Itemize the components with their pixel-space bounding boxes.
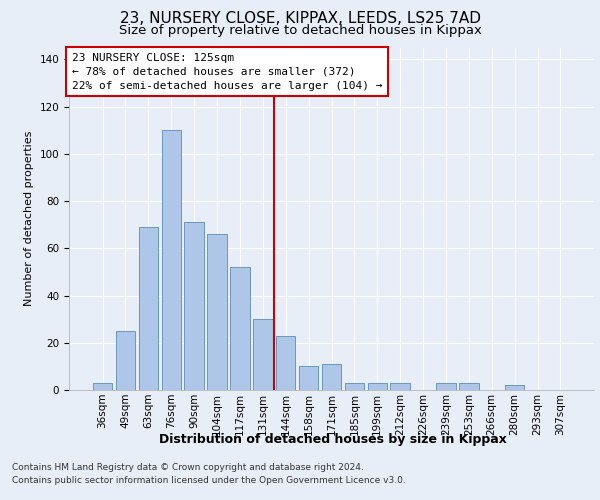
Bar <box>436 383 455 390</box>
Bar <box>139 227 158 390</box>
Bar <box>505 386 524 390</box>
Bar <box>208 234 227 390</box>
Text: Contains HM Land Registry data © Crown copyright and database right 2024.: Contains HM Land Registry data © Crown c… <box>12 462 364 471</box>
Y-axis label: Number of detached properties: Number of detached properties <box>24 131 34 306</box>
Text: Contains public sector information licensed under the Open Government Licence v3: Contains public sector information licen… <box>12 476 406 485</box>
Bar <box>299 366 319 390</box>
Bar <box>276 336 295 390</box>
Text: Size of property relative to detached houses in Kippax: Size of property relative to detached ho… <box>119 24 481 37</box>
Bar <box>391 383 410 390</box>
Text: Distribution of detached houses by size in Kippax: Distribution of detached houses by size … <box>159 432 507 446</box>
Bar <box>344 383 364 390</box>
Text: 23 NURSERY CLOSE: 125sqm
← 78% of detached houses are smaller (372)
22% of semi-: 23 NURSERY CLOSE: 125sqm ← 78% of detach… <box>71 52 382 90</box>
Bar <box>230 267 250 390</box>
Bar <box>184 222 204 390</box>
Bar <box>368 383 387 390</box>
Bar <box>459 383 479 390</box>
Bar <box>161 130 181 390</box>
Text: 23, NURSERY CLOSE, KIPPAX, LEEDS, LS25 7AD: 23, NURSERY CLOSE, KIPPAX, LEEDS, LS25 7… <box>119 11 481 26</box>
Bar <box>116 331 135 390</box>
Bar <box>93 383 112 390</box>
Bar <box>253 319 272 390</box>
Bar <box>322 364 341 390</box>
